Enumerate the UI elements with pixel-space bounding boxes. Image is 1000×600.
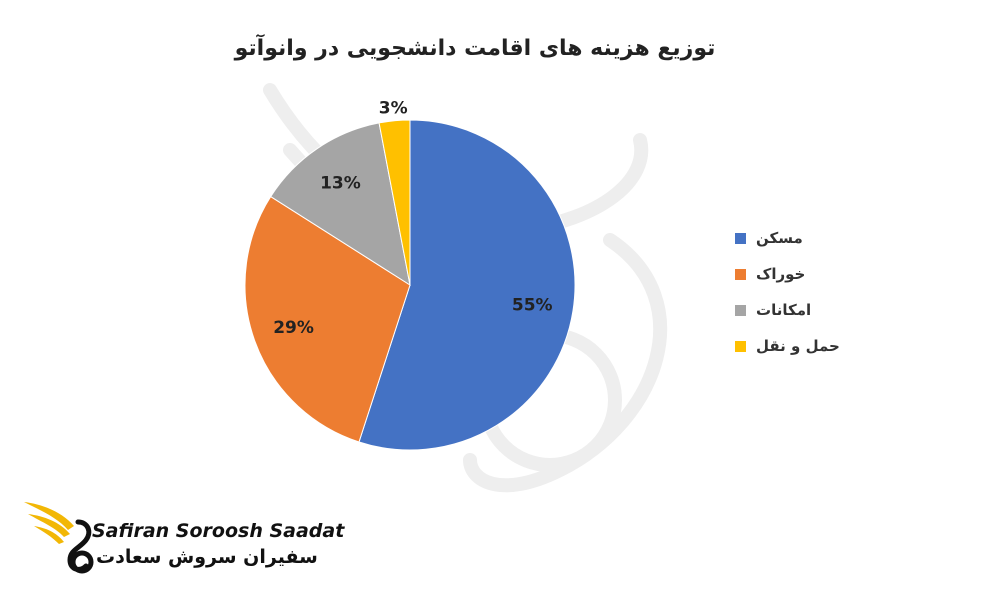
legend: مسکن خوراک امکانات حمل و نقل	[735, 220, 875, 364]
legend-item-housing: مسکن	[735, 220, 875, 256]
legend-swatch-utilities	[735, 304, 746, 316]
pie-slice-housing	[358, 119, 576, 451]
legend-swatch-transport	[735, 340, 746, 352]
data-label-utilities: 13%	[320, 174, 361, 194]
pie-slice-food	[244, 195, 411, 443]
legend-item-food: خوراک	[735, 256, 875, 292]
brand-name-en: Safiran Soroosh Saadat	[92, 520, 345, 542]
bird-wing-logo-icon	[24, 502, 94, 574]
legend-label-housing: مسکن	[756, 229, 803, 247]
legend-swatch-housing	[735, 232, 746, 244]
brand-name-fa: سفیران سروش سعادت	[96, 546, 318, 568]
brand-logo: Safiran Soroosh Saadat سفیران سروش سعادت	[22, 492, 344, 582]
data-label-food: 29%	[273, 318, 314, 338]
legend-swatch-food	[735, 268, 746, 280]
chart-title: توزیع هزینه های اقامت دانشجویی در وانوآت…	[234, 36, 716, 61]
data-label-transport: 3%	[379, 99, 408, 119]
pie-slice-utilities	[269, 122, 411, 287]
data-label-housing: 55%	[512, 295, 553, 315]
legend-item-utilities: امکانات	[735, 292, 875, 328]
legend-label-utilities: امکانات	[756, 301, 812, 319]
pie-slice-transport	[378, 119, 411, 286]
legend-item-transport: حمل و نقل	[735, 328, 875, 364]
legend-label-transport: حمل و نقل	[756, 337, 840, 355]
legend-label-food: خوراک	[756, 265, 806, 283]
